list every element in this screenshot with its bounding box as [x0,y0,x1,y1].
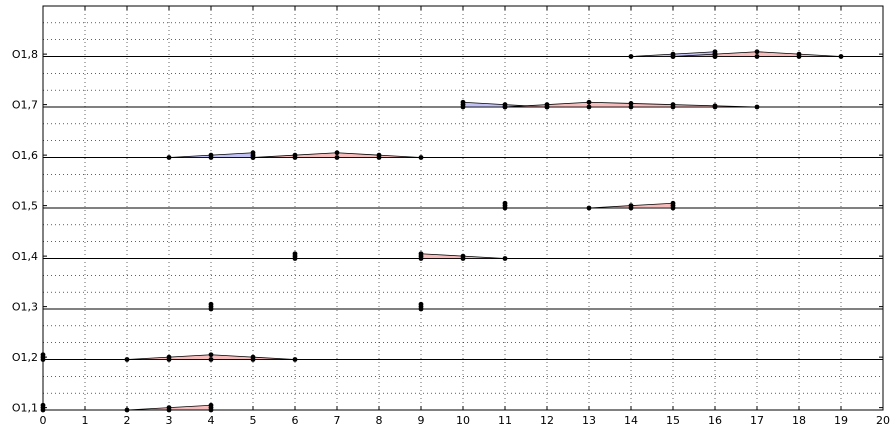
x-tick-label: 8 [376,414,383,427]
y-tick-label: O1,8 [12,48,38,61]
data-point [712,51,718,57]
x-tick-label: 0 [40,414,47,427]
data-point [334,155,340,160]
data-point [670,203,676,209]
y-tick-label: O1,6 [12,149,38,162]
x-tick-label: 4 [208,414,215,427]
data-point [586,205,592,211]
y-tick-label: O1,3 [12,301,38,314]
x-tick-label: 3 [166,414,173,427]
data-point [418,253,424,259]
data-point [292,152,298,158]
data-point [208,357,214,362]
x-tick-label: 17 [750,414,764,427]
x-tick-label: 9 [418,414,425,427]
x-tick-label: 10 [456,414,470,427]
x-tick-label: 1 [82,414,89,427]
data-point [250,354,256,360]
y-tick-label: O1,4 [12,250,38,263]
data-point [586,99,592,105]
data-point [754,104,760,110]
x-tick-label: 15 [666,414,680,427]
data-point [838,54,844,59]
x-tick-label: 19 [834,414,848,427]
x-tick-label: 5 [250,414,257,427]
y-tick-label: O1,5 [12,200,38,213]
data-point [628,101,634,106]
data-point [712,103,718,109]
data-point [334,150,340,156]
x-tick-label: 12 [540,414,554,427]
data-point [544,102,550,108]
data-point [208,352,214,358]
y-tick-label: O1,1 [12,402,38,415]
data-point [292,251,298,257]
data-point [670,102,676,108]
data-points [40,49,844,413]
x-tick-label: 6 [292,414,299,427]
data-point [124,357,130,362]
x-axis-ticks: 0 1 2 3 4 5 6 7 8 9 10 11 12 13 14 15 16 17 18 19 20 [40,6,890,427]
x-tick-label: 20 [876,414,890,427]
data-point [502,200,508,206]
data-point [502,104,508,110]
data-point [628,104,634,110]
x-tick-label: 14 [624,414,638,427]
data-point [250,155,256,160]
data-point [460,102,466,108]
y-tick-label: O1,2 [12,351,38,364]
x-tick-label: 13 [582,414,596,427]
data-point [796,51,802,57]
data-point [460,253,466,259]
data-point [292,357,298,362]
data-point [502,256,508,261]
data-point [166,354,172,360]
x-tick-label: 18 [792,414,806,427]
data-point [166,155,172,160]
data-point [754,54,760,59]
data-point [754,49,760,55]
data-point [628,54,634,59]
x-tick-label: 2 [124,414,131,427]
data-point [418,155,424,160]
y-tick-label: O1,7 [12,99,38,112]
data-point [208,301,214,307]
data-point [628,203,634,209]
data-shapes [42,51,842,411]
x-tick-label: 7 [334,414,341,427]
y-axis-ticks: O1,1 O1,2 O1,3 O1,4 O1,5 O1,6 O1,7 O1,8 [12,48,883,415]
data-point [418,301,424,307]
data-point [208,152,214,158]
data-point [586,104,592,110]
x-tick-label: 16 [708,414,722,427]
x-tick-label: 11 [498,414,512,427]
data-point [376,152,382,158]
data-point [670,54,676,59]
